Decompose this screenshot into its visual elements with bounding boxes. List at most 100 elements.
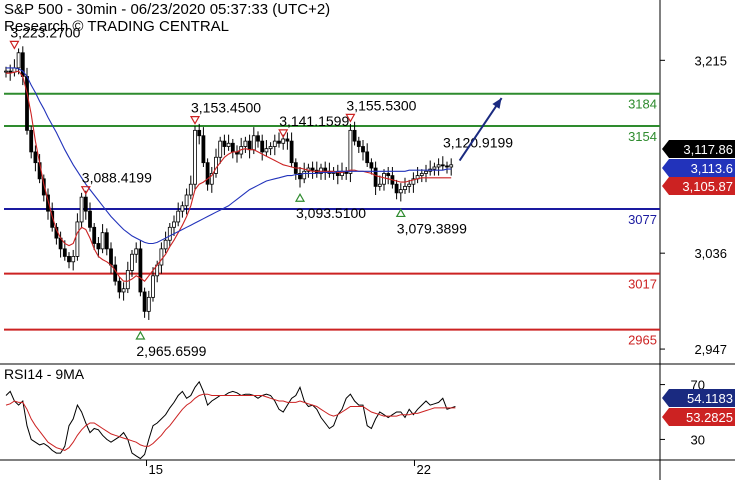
candle-body (272, 140, 277, 147)
time-tick-label: 15 (149, 462, 163, 477)
candle-body (256, 135, 260, 142)
candle-body (25, 76, 29, 131)
candle-body (382, 173, 386, 185)
trough-marker (395, 208, 406, 218)
candle-body (67, 256, 71, 263)
candle-body (289, 140, 294, 164)
candle-body (125, 270, 130, 290)
price-tick-label: 3,036 (694, 246, 727, 261)
candle-body (92, 226, 97, 244)
candle-body (117, 280, 122, 293)
candle-body (298, 173, 302, 180)
candle-body (411, 178, 416, 185)
candle-body (29, 129, 34, 153)
candle-body (403, 185, 407, 191)
candle-body (386, 173, 391, 177)
level-label-3077: 3077 (628, 212, 657, 227)
candle-body (230, 142, 235, 153)
candle-body (424, 170, 428, 174)
candle-body (41, 178, 46, 196)
price-annotation: 3,120.9199 (443, 135, 513, 151)
candle-body (138, 248, 143, 293)
candle-body (348, 129, 353, 174)
rsi-title: RSI14 - 9MA (4, 366, 85, 382)
candle-body (134, 248, 139, 255)
candle-body (281, 138, 286, 144)
rsi-tick-label: 70 (691, 378, 705, 393)
candle-body (180, 205, 185, 212)
price-tick-label: 3,215 (694, 53, 727, 68)
price-annotation: 3,093.5100 (296, 205, 366, 221)
level-label-3017: 3017 (628, 277, 657, 292)
candle-body (33, 151, 38, 164)
peak-marker (80, 186, 91, 195)
candle-body (264, 148, 269, 153)
candle-body (184, 194, 189, 207)
rsi-line (5, 380, 456, 460)
level-label-3184: 3184 (628, 97, 657, 112)
trough-marker (135, 330, 146, 340)
trough-marker (294, 193, 306, 202)
candle-body (151, 275, 155, 298)
candle-body (8, 70, 13, 73)
candle-body (176, 210, 181, 223)
ma-line-slow (6, 67, 452, 245)
candle-body (197, 129, 202, 137)
rsi-tick-label: 30 (691, 432, 705, 447)
price-annotation: 3,153.4500 (191, 100, 261, 116)
candle-body (205, 162, 210, 185)
candle-body (62, 248, 67, 257)
candle-body (445, 165, 449, 168)
candle-body (142, 291, 147, 312)
level-label-3154: 3154 (628, 129, 657, 144)
level-label-2965: 2965 (628, 333, 657, 348)
peak-marker (189, 116, 201, 125)
projection-arrow-head (492, 98, 502, 109)
price-annotation: 3,079.3899 (397, 220, 467, 236)
candle-body (226, 142, 231, 147)
price-annotation: 3,223.2700 (10, 24, 80, 40)
candle-body (373, 167, 378, 187)
candle-body (188, 183, 193, 196)
candle-body (172, 221, 176, 228)
candle-body (419, 173, 424, 177)
candle-body (83, 196, 88, 212)
candle-body (130, 253, 134, 271)
price-annotation: 3,088.4199 (82, 170, 152, 186)
candle-body (432, 166, 437, 170)
candle-body (352, 129, 357, 142)
candle-body (222, 140, 227, 147)
price-tick-label: 2,947 (694, 342, 727, 357)
price-tag-label: 53.2825 (686, 410, 733, 425)
candle-body (285, 138, 290, 142)
chart-title: S&P 500 - 30min - 06/23/2020 05:37:33 (U… (4, 1, 331, 18)
candle-body (159, 248, 164, 266)
price-tag (662, 140, 735, 158)
candle-body (46, 194, 50, 212)
candle-body (193, 129, 197, 185)
candle-body (268, 146, 273, 150)
price-tag-label: 3,105.87 (682, 179, 733, 194)
candle-body (356, 140, 361, 147)
candle-body (361, 146, 365, 153)
price-tag-label: 54.1183 (687, 391, 733, 406)
candle-body (260, 140, 265, 153)
candle-body (96, 243, 101, 250)
candle-body (201, 135, 206, 164)
candle-body (109, 248, 113, 266)
candle-body (310, 167, 315, 171)
candle-body (16, 52, 21, 69)
candle-body (209, 173, 214, 185)
price-annotation: 2,965.6599 (136, 343, 206, 359)
candle-body (243, 140, 248, 147)
price-annotation: 3,155.5300 (346, 97, 416, 113)
candle-body (4, 70, 8, 73)
rsi-ma-line (5, 393, 456, 451)
price-tag (662, 177, 735, 195)
candle-body (75, 221, 80, 257)
price-annotation: 3,141.1599 (279, 113, 349, 129)
price-tag (662, 159, 735, 177)
candle-body (440, 164, 445, 167)
candle-body (218, 140, 223, 158)
